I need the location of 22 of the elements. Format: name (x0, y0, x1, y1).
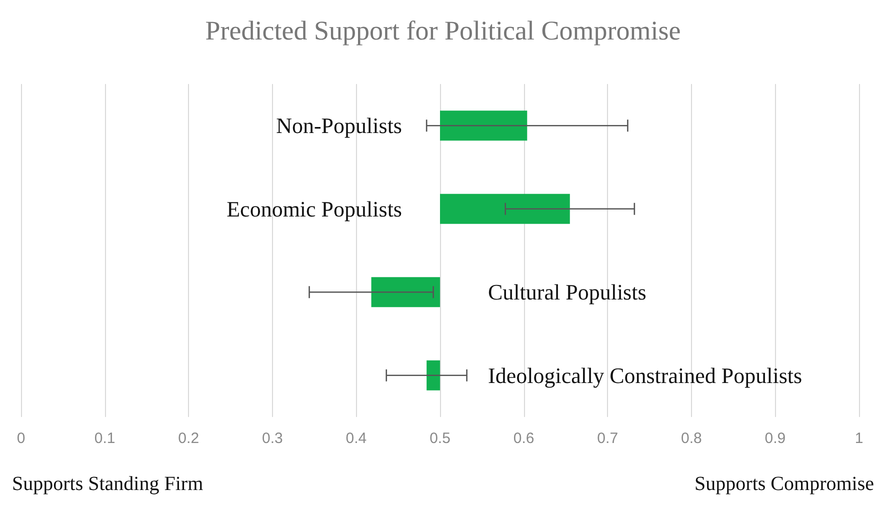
x-tick-label: 1 (854, 430, 864, 447)
y-tick-label: Ideologically Constrained Populists (488, 362, 802, 388)
bar (440, 194, 570, 224)
y-tick-label: Non-Populists (276, 113, 402, 138)
bar (440, 110, 528, 141)
x-tick-label: 0.9 (764, 430, 786, 447)
x-tick-label: 0.5 (430, 430, 450, 447)
y-tick-label: Cultural Populists (488, 280, 646, 305)
bar (371, 277, 440, 308)
x-tick-label: 0.3 (262, 430, 283, 447)
x-tick-label: 0.1 (94, 430, 116, 447)
x-tick-label: 0.4 (346, 430, 367, 447)
bar (426, 360, 440, 390)
x-tick-label: 0.2 (178, 430, 200, 447)
text: Supports Standing Firm (12, 473, 204, 495)
x-tick-label: 0 (16, 430, 26, 447)
x-tick-label: 0.7 (597, 430, 618, 447)
chart-title: Predicted Support for Political Compromise (205, 16, 681, 46)
x-tick-label: 0.6 (513, 430, 534, 447)
text: Supports Compromise (694, 473, 874, 495)
x-tick-label: 0.8 (680, 430, 702, 447)
y-tick-label: Economic Populists (226, 196, 402, 222)
